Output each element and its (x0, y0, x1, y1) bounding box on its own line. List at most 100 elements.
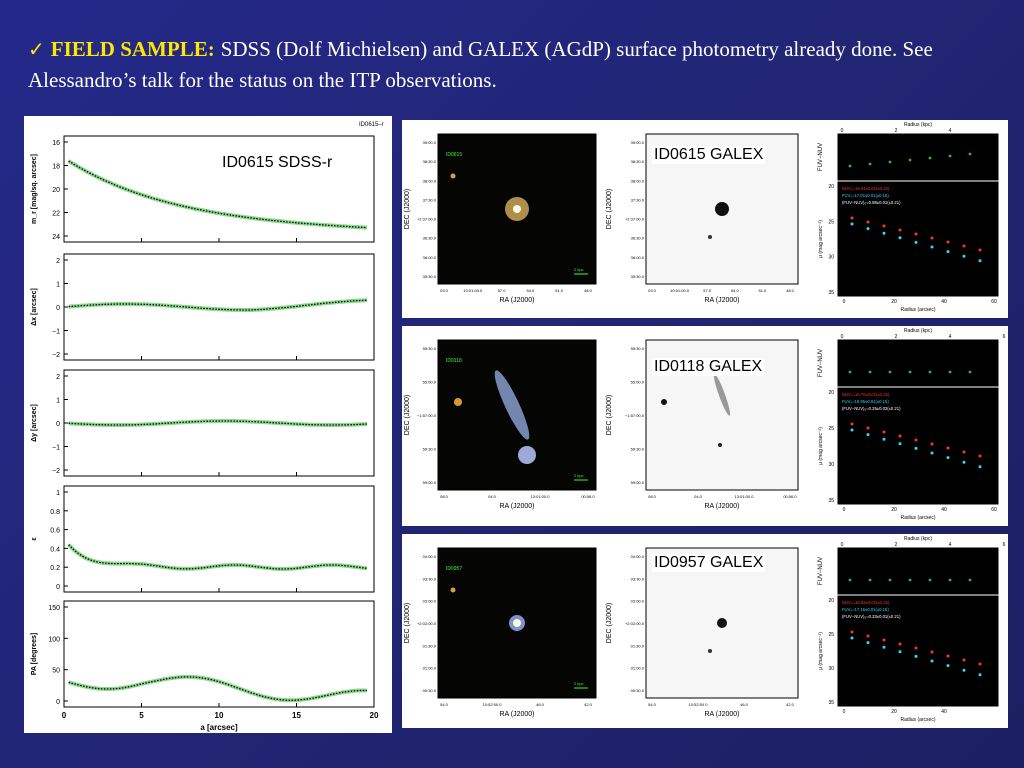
nuv-point (898, 228, 902, 232)
color-point (888, 370, 892, 374)
x-tick-label: 20 (370, 711, 379, 720)
dec-tick-label: 55:30.0 (423, 346, 437, 351)
y-axis-label: Δy [arcsec] (31, 404, 38, 442)
radius-tick-label: 0 (843, 709, 846, 715)
profile-legend-entry: NUV₀=16.83±0.01(±0.15) (842, 600, 890, 605)
top-tick-label: 0 (841, 128, 844, 134)
ra-tick-label: 04.0 (488, 494, 497, 499)
y-tick-label: 150 (48, 605, 60, 612)
y-tick-label: 0.6 (50, 528, 60, 535)
radius-tick-label: 0 (843, 299, 846, 305)
radius-tick-label: 0 (843, 507, 846, 513)
color-point (888, 578, 892, 582)
galaxy-blob (518, 446, 536, 464)
ra-tick-label: 57.0 (703, 288, 712, 293)
scale-bar-label: 2 kpc (574, 681, 584, 686)
dec-tick-label: 38:00.0 (631, 178, 645, 183)
nuv-point (882, 638, 886, 642)
ra-tick-label: 13:01:00.0 (531, 494, 551, 499)
dec-tick-label: 59:30.0 (631, 447, 645, 452)
uv-star (661, 399, 667, 405)
dec-tick-label: 38:30.0 (423, 159, 437, 164)
nuv-point (978, 662, 982, 666)
mu-tick-label: 20 (828, 390, 834, 396)
sdss-subplot: 2 1 0 −1 −2 Δx [arcsec] (31, 253, 375, 361)
nuv-point (898, 434, 902, 438)
uv-galaxy (713, 374, 731, 416)
dec-tick-label: 39:00.0 (423, 140, 437, 145)
profile-legend-entry: FUV₀=16.95±0.01(±0.15) (842, 399, 889, 404)
sdss-subplot: 1 0.8 0.6 0.4 0.2 0 ε (31, 485, 375, 593)
dec-tick-label: 37:30.0 (631, 197, 645, 202)
mu-tick-label: 35 (828, 498, 834, 504)
galaxy-blob (494, 370, 530, 440)
dec-tick-label: −1:57:00.0 (625, 413, 645, 418)
fuv-point (930, 659, 934, 663)
mu-tick-label: 35 (828, 290, 834, 296)
scale-bar-label: 2 kpc (574, 267, 584, 272)
dec-tick-label: +2:02:00.0 (625, 621, 645, 626)
dec-tick-label: 03:30.0 (423, 576, 437, 581)
profile-legend-entry: FUV₀=17.01±0.01(±0.15) (842, 193, 889, 198)
nuv-point (882, 430, 886, 434)
ra-tick-label: 10:52:50.0 (689, 702, 709, 707)
radius-axis-label: Radius (arcsec) (900, 307, 935, 313)
ra-tick-label: 04.0 (694, 494, 703, 499)
y-tick-label: −2 (52, 352, 60, 359)
radius-axis-label: Radius (arcsec) (900, 515, 935, 521)
ra-tick-label: 46.0 (740, 702, 749, 707)
nuv-point (962, 450, 966, 454)
uv-galaxy (715, 202, 729, 216)
dec-tick-label: 01:00.0 (423, 666, 437, 671)
ra-tick-label: 10:01:00.0 (670, 288, 690, 293)
profile-error-band (67, 543, 368, 571)
top-tick-label: 6 (1003, 334, 1006, 340)
profile-curve (68, 299, 368, 311)
subplot-frame (63, 485, 375, 593)
galex-label-id0957: ID0957 GALEX (652, 554, 766, 572)
ra-tick-label: 48.0 (584, 288, 593, 293)
image-id-label: ID0118 (446, 358, 462, 364)
nuv-point (962, 244, 966, 248)
nuv-point (850, 630, 854, 634)
dec-tick-label: 55:00.0 (423, 380, 437, 385)
dec-tick-label: 55:00.0 (631, 380, 645, 385)
color-point (968, 152, 972, 156)
nuv-point (978, 248, 982, 252)
nuv-point (866, 220, 870, 224)
ra-tick-label: 08.0 (648, 494, 657, 499)
y-tick-label: 18 (52, 164, 60, 171)
radius-tick-label: 60 (991, 299, 997, 305)
dec-tick-label: +2:37:00.0 (417, 217, 437, 222)
y-tick-label: 22 (52, 211, 60, 218)
color-profile-plot (837, 547, 999, 595)
radius-tick-label: 40 (941, 299, 947, 305)
profile-legend-entry: NUV₀=16.70±0.01(±0.15) (842, 392, 890, 397)
ra-tick-label: 57.0 (498, 288, 507, 293)
fuv-point (962, 668, 966, 672)
radius-axis-label: Radius (arcsec) (900, 717, 935, 723)
subplot-frame (63, 253, 375, 361)
ra-tick-label: 03.0 (648, 288, 657, 293)
fuv-point (914, 446, 918, 450)
profile-legend-entry: (FUV−NUV)₀=0.33±0.01(±0.21) (842, 614, 901, 619)
dec-tick-label: 03:00.0 (423, 599, 437, 604)
mu-axis-label: μ (mag arcsec⁻²) (818, 427, 824, 465)
top-tick-label: 4 (949, 334, 952, 340)
x-axis-label: a [arcsec] (200, 723, 238, 732)
dec-tick-label: 55:30.0 (631, 346, 645, 351)
ra-tick-label: 10:01:00.0 (463, 288, 483, 293)
ra-tick-label: 13:01:00.0 (735, 494, 755, 499)
image-id-label: ID0615 (446, 152, 462, 158)
nuv-point (930, 236, 934, 240)
y-tick-label: 0 (56, 584, 60, 591)
color-axis-label: FUV−NUV (818, 349, 824, 377)
dec-axis-label: DEC (J2000) (404, 603, 411, 643)
nuv-point (914, 232, 918, 236)
galaxy-core (513, 619, 521, 627)
field-sample-body: SDSS (Dolf Michielsen) and GALEX (AGdP) … (28, 37, 933, 92)
fuv-point (978, 673, 982, 677)
top-axis-label: Radius (kpc) (904, 328, 932, 334)
fuv-point (930, 451, 934, 455)
mu-tick-label: 30 (828, 462, 834, 468)
